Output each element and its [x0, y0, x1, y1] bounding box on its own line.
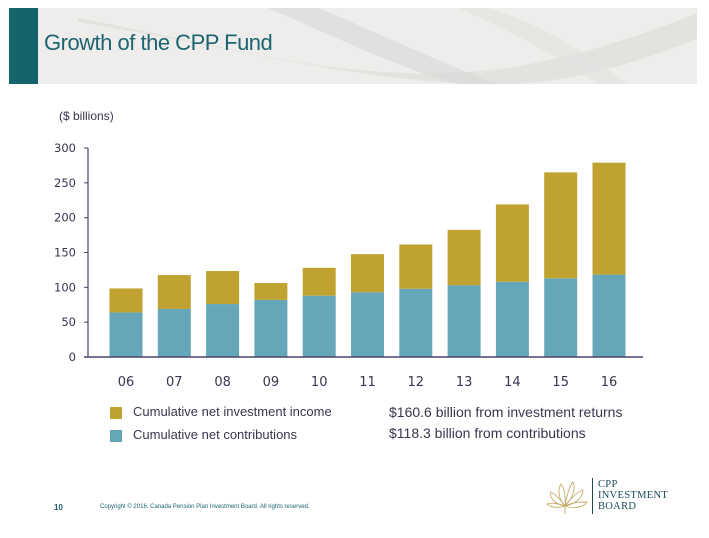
bar-segment-investment-income [157, 275, 191, 309]
x-tick-label: 14 [504, 375, 521, 390]
bar-segment-investment-income [206, 271, 240, 305]
bar-segment-contributions [399, 288, 433, 357]
bar-segment-contributions [351, 292, 384, 357]
bar-segment-investment-income [302, 267, 336, 296]
bar-segment-investment-income [495, 204, 529, 282]
logo-line-investment: INVESTMENT [598, 490, 669, 501]
x-tick-label: 11 [359, 375, 376, 390]
legend-item-income: Cumulative net investment income [110, 404, 332, 419]
note-contributions: $118.3 billion from contributions [389, 425, 586, 441]
x-tick-label: 15 [552, 375, 569, 390]
x-tick-label: 10 [311, 375, 328, 390]
logo-line-cpp: CPP [598, 479, 618, 490]
bar-segment-investment-income [399, 244, 433, 289]
cpp-leaf-logo-icon [546, 481, 588, 514]
legend-swatch-contributions [110, 429, 122, 442]
y-tick-label: 100 [54, 280, 76, 294]
bar-segment-investment-income [109, 288, 143, 313]
bar-segment-contributions [592, 274, 626, 357]
page-title: Growth of the CPP Fund [44, 30, 273, 55]
x-tick-label: 07 [166, 375, 183, 390]
y-tick-label: 0 [69, 350, 76, 364]
bar-segment-contributions [109, 312, 143, 357]
legend-item-contributions: Cumulative net contributions [110, 427, 297, 442]
x-tick-label: 12 [408, 375, 425, 390]
bar-segment-contributions [157, 308, 191, 357]
note-investment-returns: $160.6 billion from investment returns [389, 404, 623, 420]
logo-wordmark: CPP INVESTMENT BOARD [598, 479, 668, 512]
bar-segment-investment-income [592, 162, 626, 275]
x-tick-label: 09 [263, 375, 280, 390]
bar-segment-contributions [495, 281, 529, 357]
bar-segment-contributions [544, 278, 578, 357]
x-tick-label: 06 [118, 375, 135, 390]
logo-divider [592, 478, 593, 514]
y-tick-label: 50 [61, 315, 76, 329]
logo-line-board: BOARD [598, 501, 637, 512]
x-tick-label: 13 [456, 375, 473, 390]
header-band [9, 8, 697, 84]
bar-segment-contributions [206, 304, 240, 357]
stacked-bar-chart: 0 50 100 150 200 250 300 06 07 08 09 10 11 12 13 14 15 1… [54, 141, 643, 390]
bar-segment-contributions [302, 295, 336, 357]
legend-label-contributions: Cumulative net contributions [133, 427, 298, 442]
y-tick-label: 200 [54, 211, 76, 225]
legend-label-income: Cumulative net investment income [133, 404, 332, 419]
bar-segment-investment-income [544, 172, 578, 279]
legend-swatch-income [110, 406, 122, 419]
page-number: 10 [54, 503, 63, 512]
header-swoosh-decoration [78, 8, 697, 84]
y-tick-label: 300 [54, 141, 76, 155]
header-accent-bar [9, 8, 38, 84]
y-tick-label: 250 [54, 176, 76, 190]
bar-segment-contributions [254, 299, 288, 357]
bar-segment-investment-income [351, 254, 384, 293]
x-tick-label: 16 [601, 375, 618, 390]
y-axis-unit-label: ($ billions) [59, 109, 114, 123]
x-tick-label: 08 [214, 375, 231, 390]
copyright-text: Copyright © 2016. Canada Pension Plan In… [100, 504, 310, 510]
y-tick-label: 150 [54, 246, 76, 260]
bar-segment-investment-income [254, 283, 288, 300]
bar-segment-investment-income [447, 229, 481, 286]
bar-segment-contributions [447, 285, 481, 357]
